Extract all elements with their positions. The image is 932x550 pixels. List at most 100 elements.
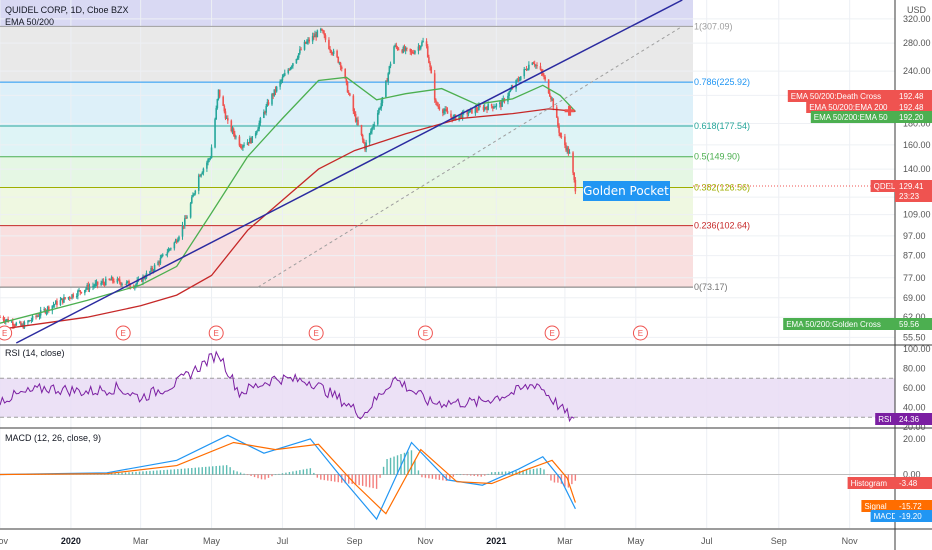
tag-rsi-label: RSI [878, 415, 891, 424]
candle-body [159, 258, 162, 264]
macd-histogram-bar [557, 474, 559, 483]
macd-histogram-bar [553, 474, 556, 483]
candle-body [535, 64, 537, 66]
candle-body [214, 119, 216, 148]
tag-death-cross-label: EMA 50/200:Death Cross [791, 92, 881, 101]
macd-histogram-bar [267, 474, 270, 478]
candle-body [337, 56, 340, 63]
macd-histogram-bar [564, 474, 566, 487]
candle-body [182, 225, 185, 227]
candle-body [454, 115, 457, 121]
candle-body [516, 79, 519, 81]
macd-histogram-bar [229, 467, 231, 475]
candle-body [501, 99, 503, 107]
candle-body [246, 142, 249, 145]
candle-body [93, 285, 95, 287]
candle-body [494, 106, 496, 108]
candle-body [332, 50, 335, 55]
candle-body [349, 93, 351, 96]
x-tick-label: 2020 [61, 536, 81, 546]
candle-body [508, 91, 510, 96]
candle-body [94, 283, 97, 286]
candle-body [510, 87, 513, 91]
candle-body [117, 278, 120, 280]
candle-body [347, 92, 350, 94]
candle-body [518, 80, 521, 81]
candle-body [536, 64, 538, 67]
candle-body [412, 53, 415, 54]
macd-histogram-bar [274, 474, 277, 476]
candle-body [3, 320, 6, 322]
golden-pocket-label: Golden Pocket [583, 184, 669, 198]
macd-histogram-bar [215, 465, 217, 475]
macd-histogram-bar [361, 474, 364, 486]
candle-body [189, 203, 192, 218]
macd-histogram-bar [313, 472, 315, 475]
y-tick-label: 97.00 [903, 231, 926, 241]
candle-body [372, 126, 374, 128]
candle-body [419, 45, 422, 49]
tag-histogram-label: Histogram [851, 479, 888, 488]
candle-body [78, 290, 80, 292]
candle-body [453, 115, 456, 117]
candle-body [209, 158, 212, 159]
candle-body [515, 80, 517, 89]
macd-histogram-bar [417, 470, 420, 475]
candle-body [175, 240, 178, 243]
candle-body [202, 168, 205, 173]
macd-histogram-bar [253, 474, 256, 478]
candle-body [393, 46, 395, 64]
candle-body [426, 46, 429, 58]
candle-body [31, 316, 34, 321]
candle-body [323, 33, 326, 36]
x-tick-label: Mar [557, 536, 573, 546]
candle-body [353, 111, 356, 114]
tag-signal-label: Signal [864, 502, 886, 511]
candle-body [281, 77, 284, 81]
macd-histogram-bar [184, 468, 186, 475]
macd-histogram-bar [550, 474, 552, 481]
candle-body [574, 179, 577, 192]
macd-histogram-bar [539, 467, 542, 475]
candle-body [217, 89, 220, 100]
candle-body [282, 75, 285, 78]
candle-body [495, 104, 498, 107]
candle-body [314, 34, 316, 38]
candle-body [215, 108, 217, 120]
candle-body [442, 109, 444, 114]
macd-histogram-bar [449, 474, 451, 480]
candle-body [70, 298, 72, 299]
candle-body [36, 315, 38, 317]
candle-body [492, 106, 494, 109]
candle-body [316, 30, 319, 38]
fib-zone [0, 82, 693, 126]
candle-body [267, 102, 270, 105]
candle-body [438, 106, 441, 110]
macd-histogram-bar [138, 471, 141, 475]
candle-body [87, 284, 90, 290]
macd-histogram-bar [163, 470, 165, 475]
candle-body [104, 278, 107, 286]
candle-body [165, 254, 168, 256]
tag-golden-cross-box [783, 318, 895, 330]
candle-body [272, 94, 274, 96]
candle-body [72, 294, 75, 298]
candle-body [547, 79, 550, 94]
candle-body [411, 52, 414, 54]
candle-body [421, 42, 423, 46]
macd-histogram-bar [368, 474, 371, 488]
candle-body [303, 41, 306, 50]
y-tick-label: 240.00 [903, 66, 931, 76]
candle-body [46, 306, 49, 311]
macd-histogram-bar [128, 472, 130, 475]
macd-histogram-bar [354, 474, 357, 485]
candle-body [479, 105, 481, 107]
tag-rsi-value-box [895, 413, 932, 425]
candle-body [216, 99, 219, 109]
macd-histogram-bar [180, 468, 183, 475]
tag-macd-value-box [895, 510, 932, 522]
candle-body [116, 278, 119, 283]
candle-body [201, 172, 204, 175]
x-tick-label: Jul [701, 536, 713, 546]
